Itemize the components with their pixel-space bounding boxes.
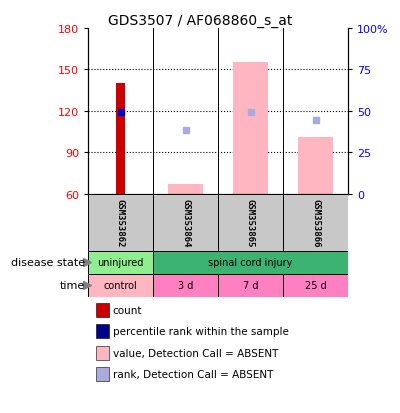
Text: uninjured: uninjured bbox=[97, 258, 144, 268]
Bar bbox=[298, 138, 333, 194]
Bar bbox=[283, 274, 348, 297]
Text: spinal cord injury: spinal cord injury bbox=[208, 258, 293, 268]
Text: rank, Detection Call = ABSENT: rank, Detection Call = ABSENT bbox=[113, 370, 273, 380]
Bar bbox=[153, 274, 218, 297]
Bar bbox=[168, 185, 203, 194]
Bar bbox=[88, 274, 153, 297]
Text: 25 d: 25 d bbox=[305, 281, 326, 291]
Text: GDS3507 / AF068860_s_at: GDS3507 / AF068860_s_at bbox=[108, 14, 292, 28]
Text: count: count bbox=[113, 305, 142, 315]
Bar bbox=[233, 63, 268, 194]
Bar bbox=[218, 194, 283, 251]
Bar bbox=[116, 84, 125, 194]
Bar bbox=[218, 274, 283, 297]
Text: time: time bbox=[60, 281, 85, 291]
Text: value, Detection Call = ABSENT: value, Detection Call = ABSENT bbox=[113, 348, 278, 358]
Text: disease state: disease state bbox=[11, 258, 85, 268]
Bar bbox=[153, 251, 348, 274]
Text: GSM353866: GSM353866 bbox=[311, 198, 320, 247]
Bar bbox=[88, 194, 153, 251]
Bar bbox=[283, 194, 348, 251]
Bar bbox=[88, 251, 153, 274]
Bar bbox=[153, 194, 218, 251]
Text: 3 d: 3 d bbox=[178, 281, 193, 291]
Text: 7 d: 7 d bbox=[243, 281, 258, 291]
Text: GSM353865: GSM353865 bbox=[246, 198, 255, 247]
Text: percentile rank within the sample: percentile rank within the sample bbox=[113, 327, 289, 337]
Text: GSM353862: GSM353862 bbox=[116, 198, 125, 247]
Text: GSM353864: GSM353864 bbox=[181, 198, 190, 247]
Text: control: control bbox=[104, 281, 137, 291]
